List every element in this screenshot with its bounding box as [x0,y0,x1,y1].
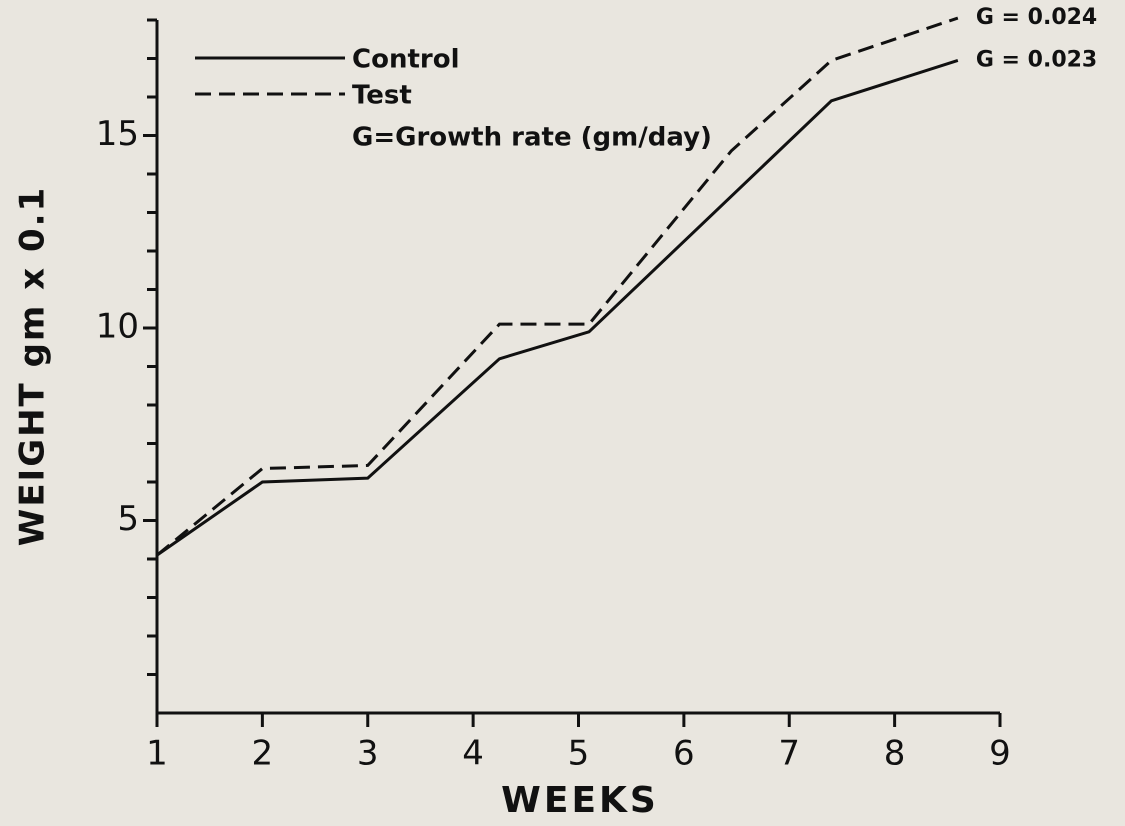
x-axis-label: WEEKS [501,780,659,821]
y-tick-label: 5 [117,499,139,539]
data-line [156,16,959,557]
x-tick-label: 7 [778,734,800,774]
x-tick-label: 5 [568,734,590,774]
x-tick-label: 9 [989,734,1011,774]
y-axis-label: WEIGHT gm x 0.1 [13,186,53,546]
x-tick-label: 2 [252,734,274,774]
y-tick-label: 10 [96,307,139,347]
legend-label: Test [352,81,412,111]
y-tick-label: 15 [96,114,139,154]
x-tick-label: 6 [673,734,695,774]
x-tick-label: 1 [146,734,168,774]
growth-label: G = 0.024 [976,5,1097,30]
legend-note: G=Growth rate (gm/day) [352,123,712,153]
x-tick-label: 3 [357,734,379,774]
data-line [156,58,959,557]
legend-label: Control [352,45,459,75]
x-tick-label: 8 [884,734,906,774]
growth-label: G = 0.023 [976,47,1097,72]
x-tick-label: 4 [462,734,484,774]
